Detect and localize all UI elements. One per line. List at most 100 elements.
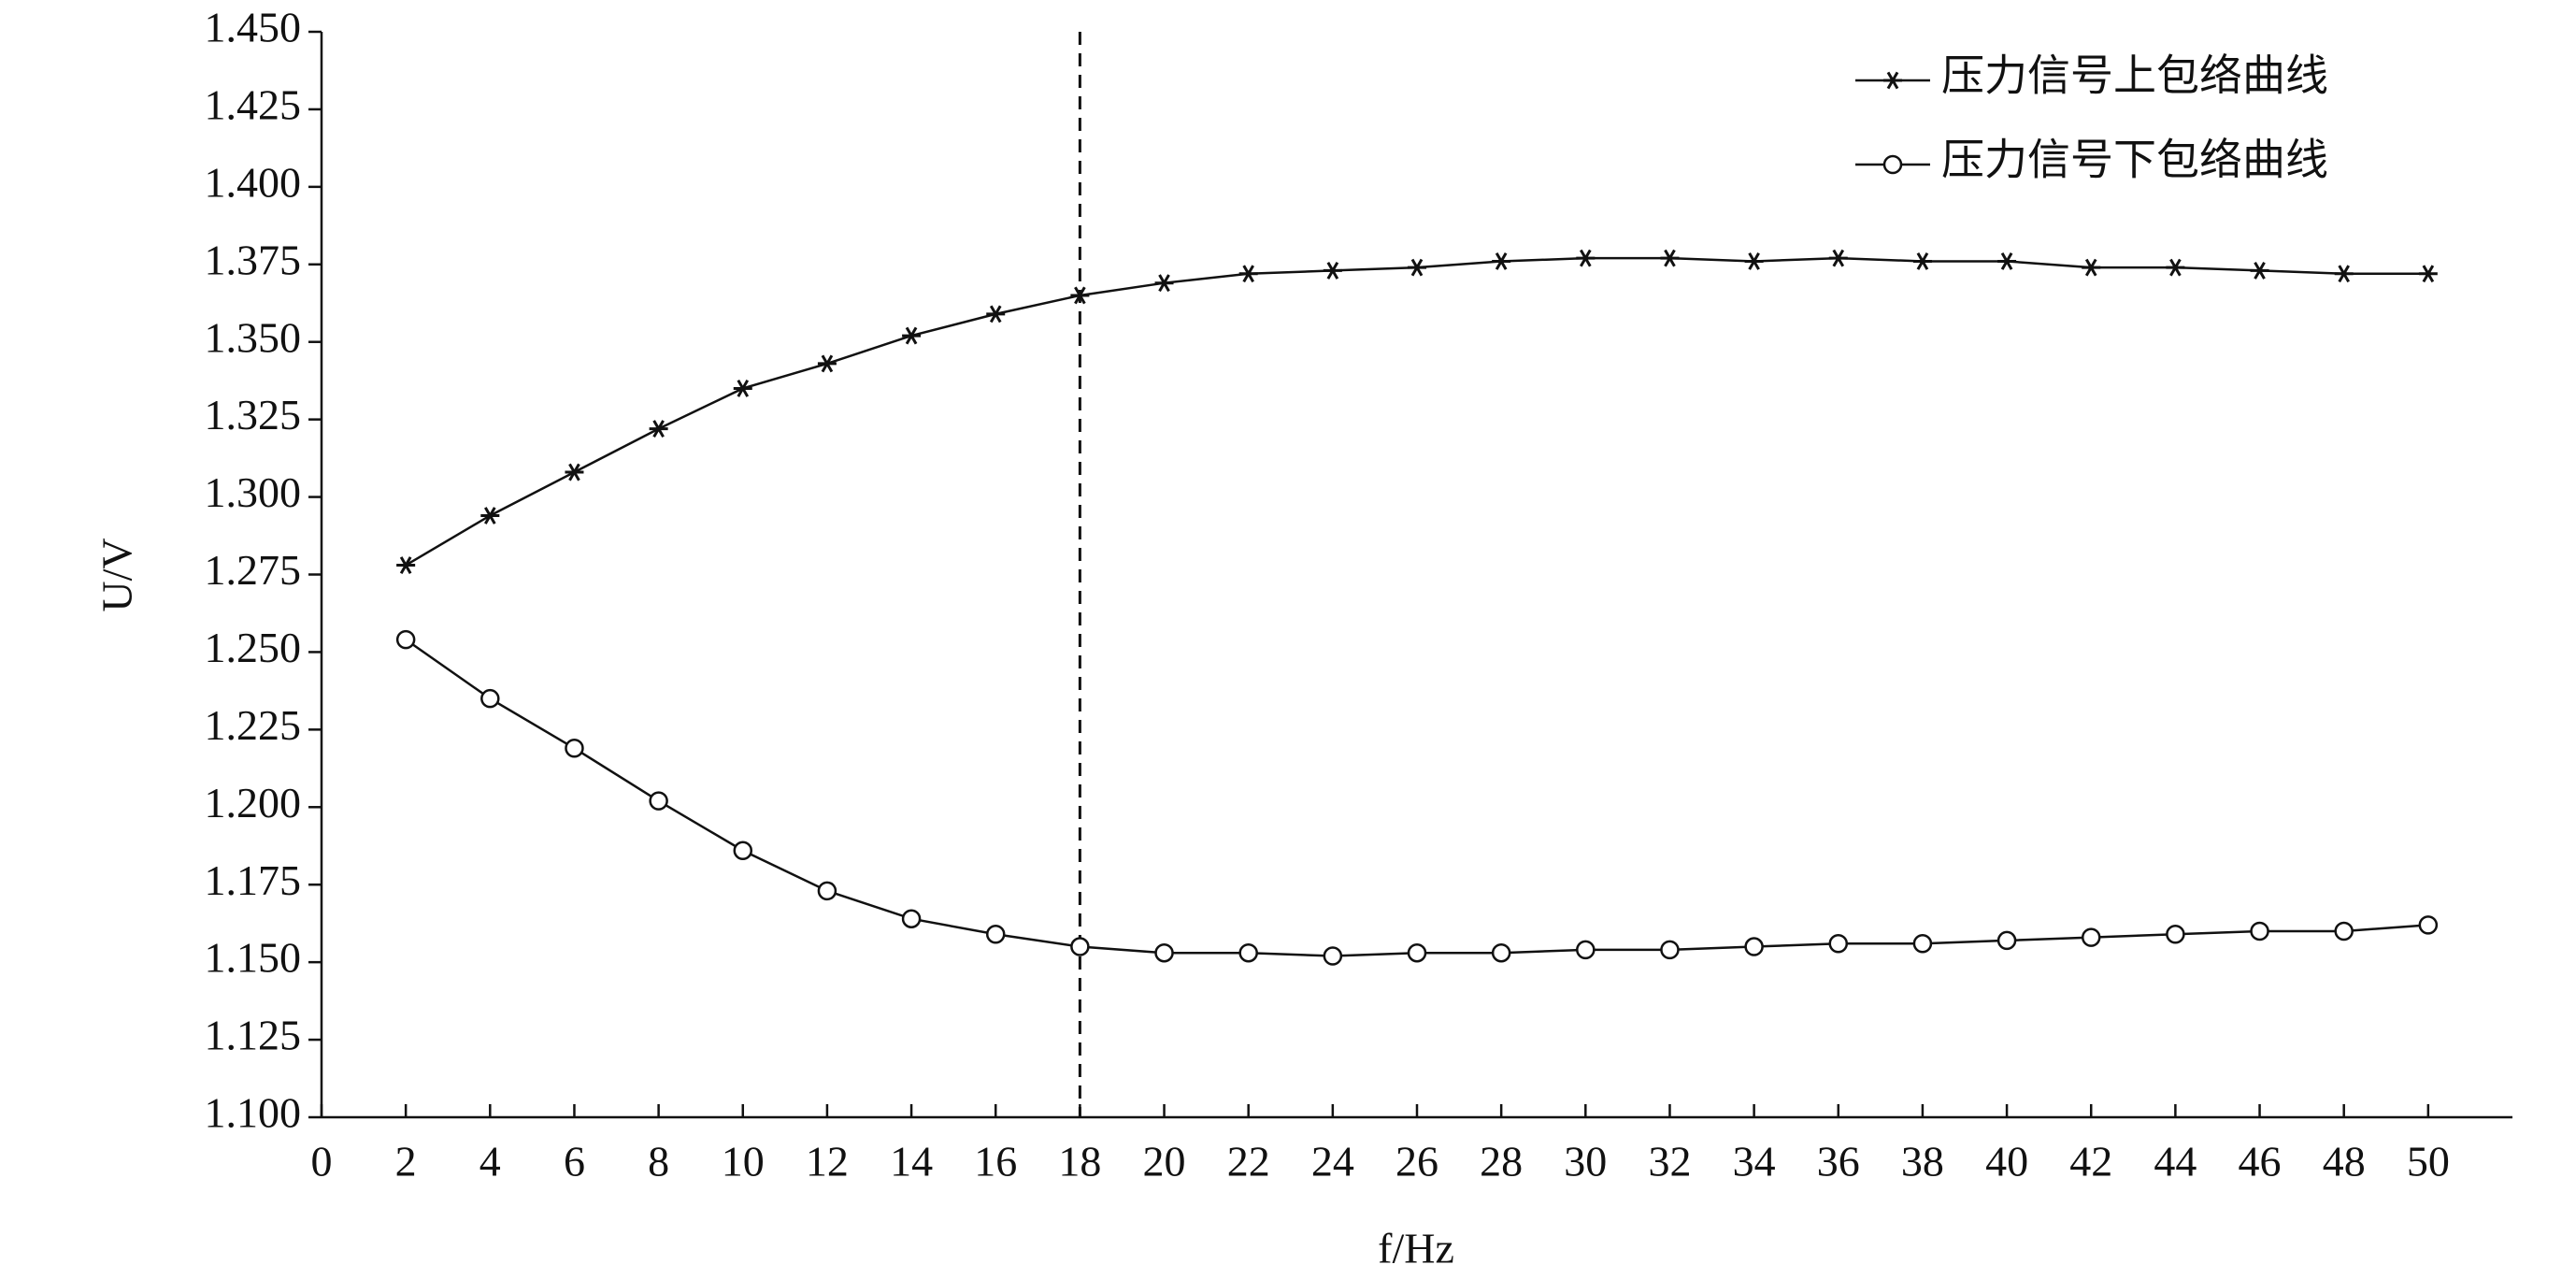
marker-shape bbox=[1408, 258, 1426, 277]
marker-shape bbox=[2418, 265, 2438, 283]
y-tick-label: 1.275 bbox=[205, 546, 302, 594]
marker-circle bbox=[1491, 942, 1511, 963]
x-tick-label: 38 bbox=[1901, 1138, 1944, 1186]
marker-shape bbox=[2166, 925, 2185, 944]
marker-shape bbox=[1491, 942, 1511, 963]
marker-asterisk bbox=[817, 354, 837, 373]
marker-shape bbox=[1154, 942, 1174, 963]
series-line bbox=[405, 256, 2428, 567]
marker-shape bbox=[1744, 252, 1764, 270]
marker-shape bbox=[901, 909, 922, 928]
x-tick-label: 20 bbox=[1143, 1138, 1186, 1186]
y-tick-label: 1.425 bbox=[205, 80, 302, 128]
y-axis-label: U/V bbox=[93, 538, 141, 611]
marker-asterisk bbox=[2418, 265, 2438, 283]
y-tick-label: 1.225 bbox=[205, 701, 302, 749]
marker-shape bbox=[986, 305, 1006, 323]
x-tick-label: 6 bbox=[564, 1138, 585, 1186]
marker-shape bbox=[1576, 940, 1596, 960]
marker-circle bbox=[1744, 937, 1764, 956]
y-tick-label: 1.400 bbox=[205, 158, 302, 206]
marker-shape bbox=[1154, 274, 1174, 293]
legend-label: 压力信号下包络曲线 bbox=[1941, 137, 2328, 184]
y-tick-label: 1.175 bbox=[205, 856, 302, 904]
marker-asterisk bbox=[1070, 286, 1090, 305]
series-line bbox=[405, 639, 2428, 957]
x-tick-label: 28 bbox=[1480, 1138, 1523, 1186]
legend-label: 压力信号上包络曲线 bbox=[1941, 52, 2328, 100]
marker-asterisk bbox=[1883, 71, 1902, 90]
marker-shape bbox=[2418, 915, 2439, 935]
marker-shape bbox=[817, 354, 837, 373]
marker-shape bbox=[1660, 940, 1680, 960]
x-tick-label: 14 bbox=[890, 1138, 933, 1186]
marker-asterisk bbox=[1492, 252, 1511, 270]
marker-circle bbox=[395, 629, 416, 650]
marker-shape bbox=[1070, 286, 1090, 305]
marker-shape bbox=[1576, 249, 1596, 267]
marker-circle bbox=[1238, 942, 1258, 963]
marker-circle bbox=[2081, 927, 2101, 947]
x-tick-label: 22 bbox=[1227, 1138, 1270, 1186]
marker-asterisk bbox=[2082, 258, 2101, 277]
marker-circle bbox=[817, 881, 837, 901]
marker-shape bbox=[1912, 933, 1933, 954]
x-tick-label: 2 bbox=[395, 1138, 417, 1186]
marker-circle bbox=[1070, 937, 1090, 956]
marker-asterisk bbox=[1997, 252, 2017, 270]
marker-shape bbox=[649, 420, 668, 438]
x-tick-label: 18 bbox=[1058, 1138, 1101, 1186]
marker-shape bbox=[565, 739, 584, 758]
x-tick-label: 32 bbox=[1648, 1138, 1691, 1186]
marker-shape bbox=[1238, 265, 1258, 283]
marker-circle bbox=[649, 791, 668, 811]
marker-circle bbox=[1407, 942, 1427, 963]
marker-shape bbox=[2081, 927, 2101, 947]
y-tick-label: 1.250 bbox=[205, 624, 302, 671]
x-tick-label: 30 bbox=[1564, 1138, 1607, 1186]
marker-circle bbox=[985, 925, 1006, 944]
marker-shape bbox=[2250, 921, 2269, 941]
marker-shape bbox=[2334, 921, 2354, 941]
y-tick-label: 1.350 bbox=[205, 313, 302, 361]
y-tick-label: 1.300 bbox=[205, 468, 302, 516]
marker-shape bbox=[985, 925, 1006, 944]
marker-circle bbox=[480, 688, 500, 709]
marker-shape bbox=[1883, 71, 1902, 90]
marker-shape bbox=[1744, 937, 1764, 956]
marker-shape bbox=[395, 629, 416, 650]
marker-shape bbox=[1492, 252, 1511, 270]
marker-circle bbox=[901, 909, 922, 928]
marker-shape bbox=[1828, 933, 1849, 954]
y-tick-label: 1.325 bbox=[205, 391, 302, 438]
marker-asterisk bbox=[1744, 252, 1764, 270]
marker-shape bbox=[1828, 249, 1848, 267]
x-tick-label: 50 bbox=[2407, 1138, 2450, 1186]
x-tick-label: 8 bbox=[648, 1138, 669, 1186]
y-tick-label: 1.450 bbox=[205, 4, 302, 51]
y-tick-label: 1.125 bbox=[205, 1012, 302, 1059]
marker-asterisk bbox=[1408, 258, 1426, 277]
marker-circle bbox=[2166, 925, 2185, 944]
marker-asterisk bbox=[1238, 265, 1258, 283]
x-tick-label: 16 bbox=[974, 1138, 1017, 1186]
marker-asterisk bbox=[565, 463, 584, 481]
marker-circle bbox=[2418, 915, 2439, 935]
marker-circle bbox=[1882, 154, 1903, 175]
marker-shape bbox=[565, 463, 584, 481]
marker-asterisk bbox=[396, 556, 416, 574]
marker-shape bbox=[2082, 258, 2101, 277]
marker-asterisk bbox=[1323, 262, 1342, 280]
marker-circle bbox=[1154, 942, 1174, 963]
x-tick-label: 12 bbox=[806, 1138, 849, 1186]
marker-shape bbox=[902, 326, 922, 345]
marker-asterisk bbox=[902, 326, 922, 345]
marker-asterisk bbox=[2166, 258, 2185, 277]
marker-circle bbox=[565, 739, 584, 758]
marker-shape bbox=[1996, 930, 2017, 951]
marker-asterisk bbox=[733, 380, 752, 397]
marker-shape bbox=[2166, 258, 2185, 277]
x-tick-label: 26 bbox=[1395, 1138, 1438, 1186]
marker-shape bbox=[1912, 252, 1932, 270]
